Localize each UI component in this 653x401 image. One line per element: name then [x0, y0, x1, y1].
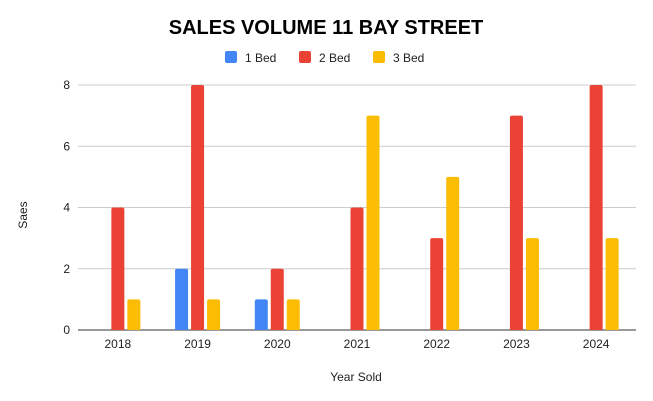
legend-swatch-2-bed	[299, 51, 311, 63]
bar-3-bed-2022	[446, 176, 460, 330]
y-axis-ticks: 0 2 4 6 8	[63, 78, 70, 337]
legend-swatch-3-bed	[373, 51, 385, 63]
x-axis-label: Year Sold	[330, 370, 382, 384]
x-tick-label: 2021	[344, 337, 371, 351]
bar-2-bed-2021	[350, 207, 364, 330]
legend-label: 2 Bed	[319, 51, 350, 65]
bars	[111, 85, 619, 330]
bar-2-bed-2024	[589, 85, 603, 330]
bar-3-bed-2020	[286, 299, 300, 330]
bar-1-bed-2020	[254, 299, 268, 330]
y-axis-label: Saes	[16, 201, 30, 228]
bar-3-bed-2019	[207, 299, 221, 330]
chart-title: SALES VOLUME 11 BAY STREET	[169, 17, 484, 39]
x-axis-ticks: 2018 2019 2020 2021 2022 2023 2024	[105, 337, 610, 351]
x-tick-label: 2019	[184, 337, 211, 351]
legend-swatch-1-bed	[225, 51, 237, 63]
bar-3-bed-2023	[525, 238, 539, 330]
bar-2-bed-2019	[191, 85, 205, 330]
x-tick-label: 2020	[264, 337, 291, 351]
legend: 1 Bed 2 Bed 3 Bed	[225, 51, 424, 65]
bar-3-bed-2021	[366, 115, 380, 330]
bar-2-bed-2018	[111, 207, 125, 330]
legend-label: 3 Bed	[393, 51, 424, 65]
bar-2-bed-2023	[509, 115, 523, 330]
y-tick-label: 0	[63, 323, 70, 337]
bar-3-bed-2018	[127, 299, 141, 330]
y-tick-label: 2	[63, 262, 70, 276]
y-tick-label: 8	[63, 78, 70, 92]
x-tick-label: 2022	[423, 337, 450, 351]
x-tick-label: 2023	[503, 337, 530, 351]
bar-1-bed-2019	[175, 268, 189, 330]
y-tick-label: 6	[63, 139, 70, 153]
bar-3-bed-2024	[605, 238, 619, 330]
x-tick-label: 2018	[105, 337, 132, 351]
bar-2-bed-2022	[430, 238, 444, 330]
bar-2-bed-2020	[270, 268, 284, 330]
y-tick-label: 4	[63, 201, 70, 215]
legend-label: 1 Bed	[245, 51, 276, 65]
x-tick-label: 2024	[583, 337, 610, 351]
